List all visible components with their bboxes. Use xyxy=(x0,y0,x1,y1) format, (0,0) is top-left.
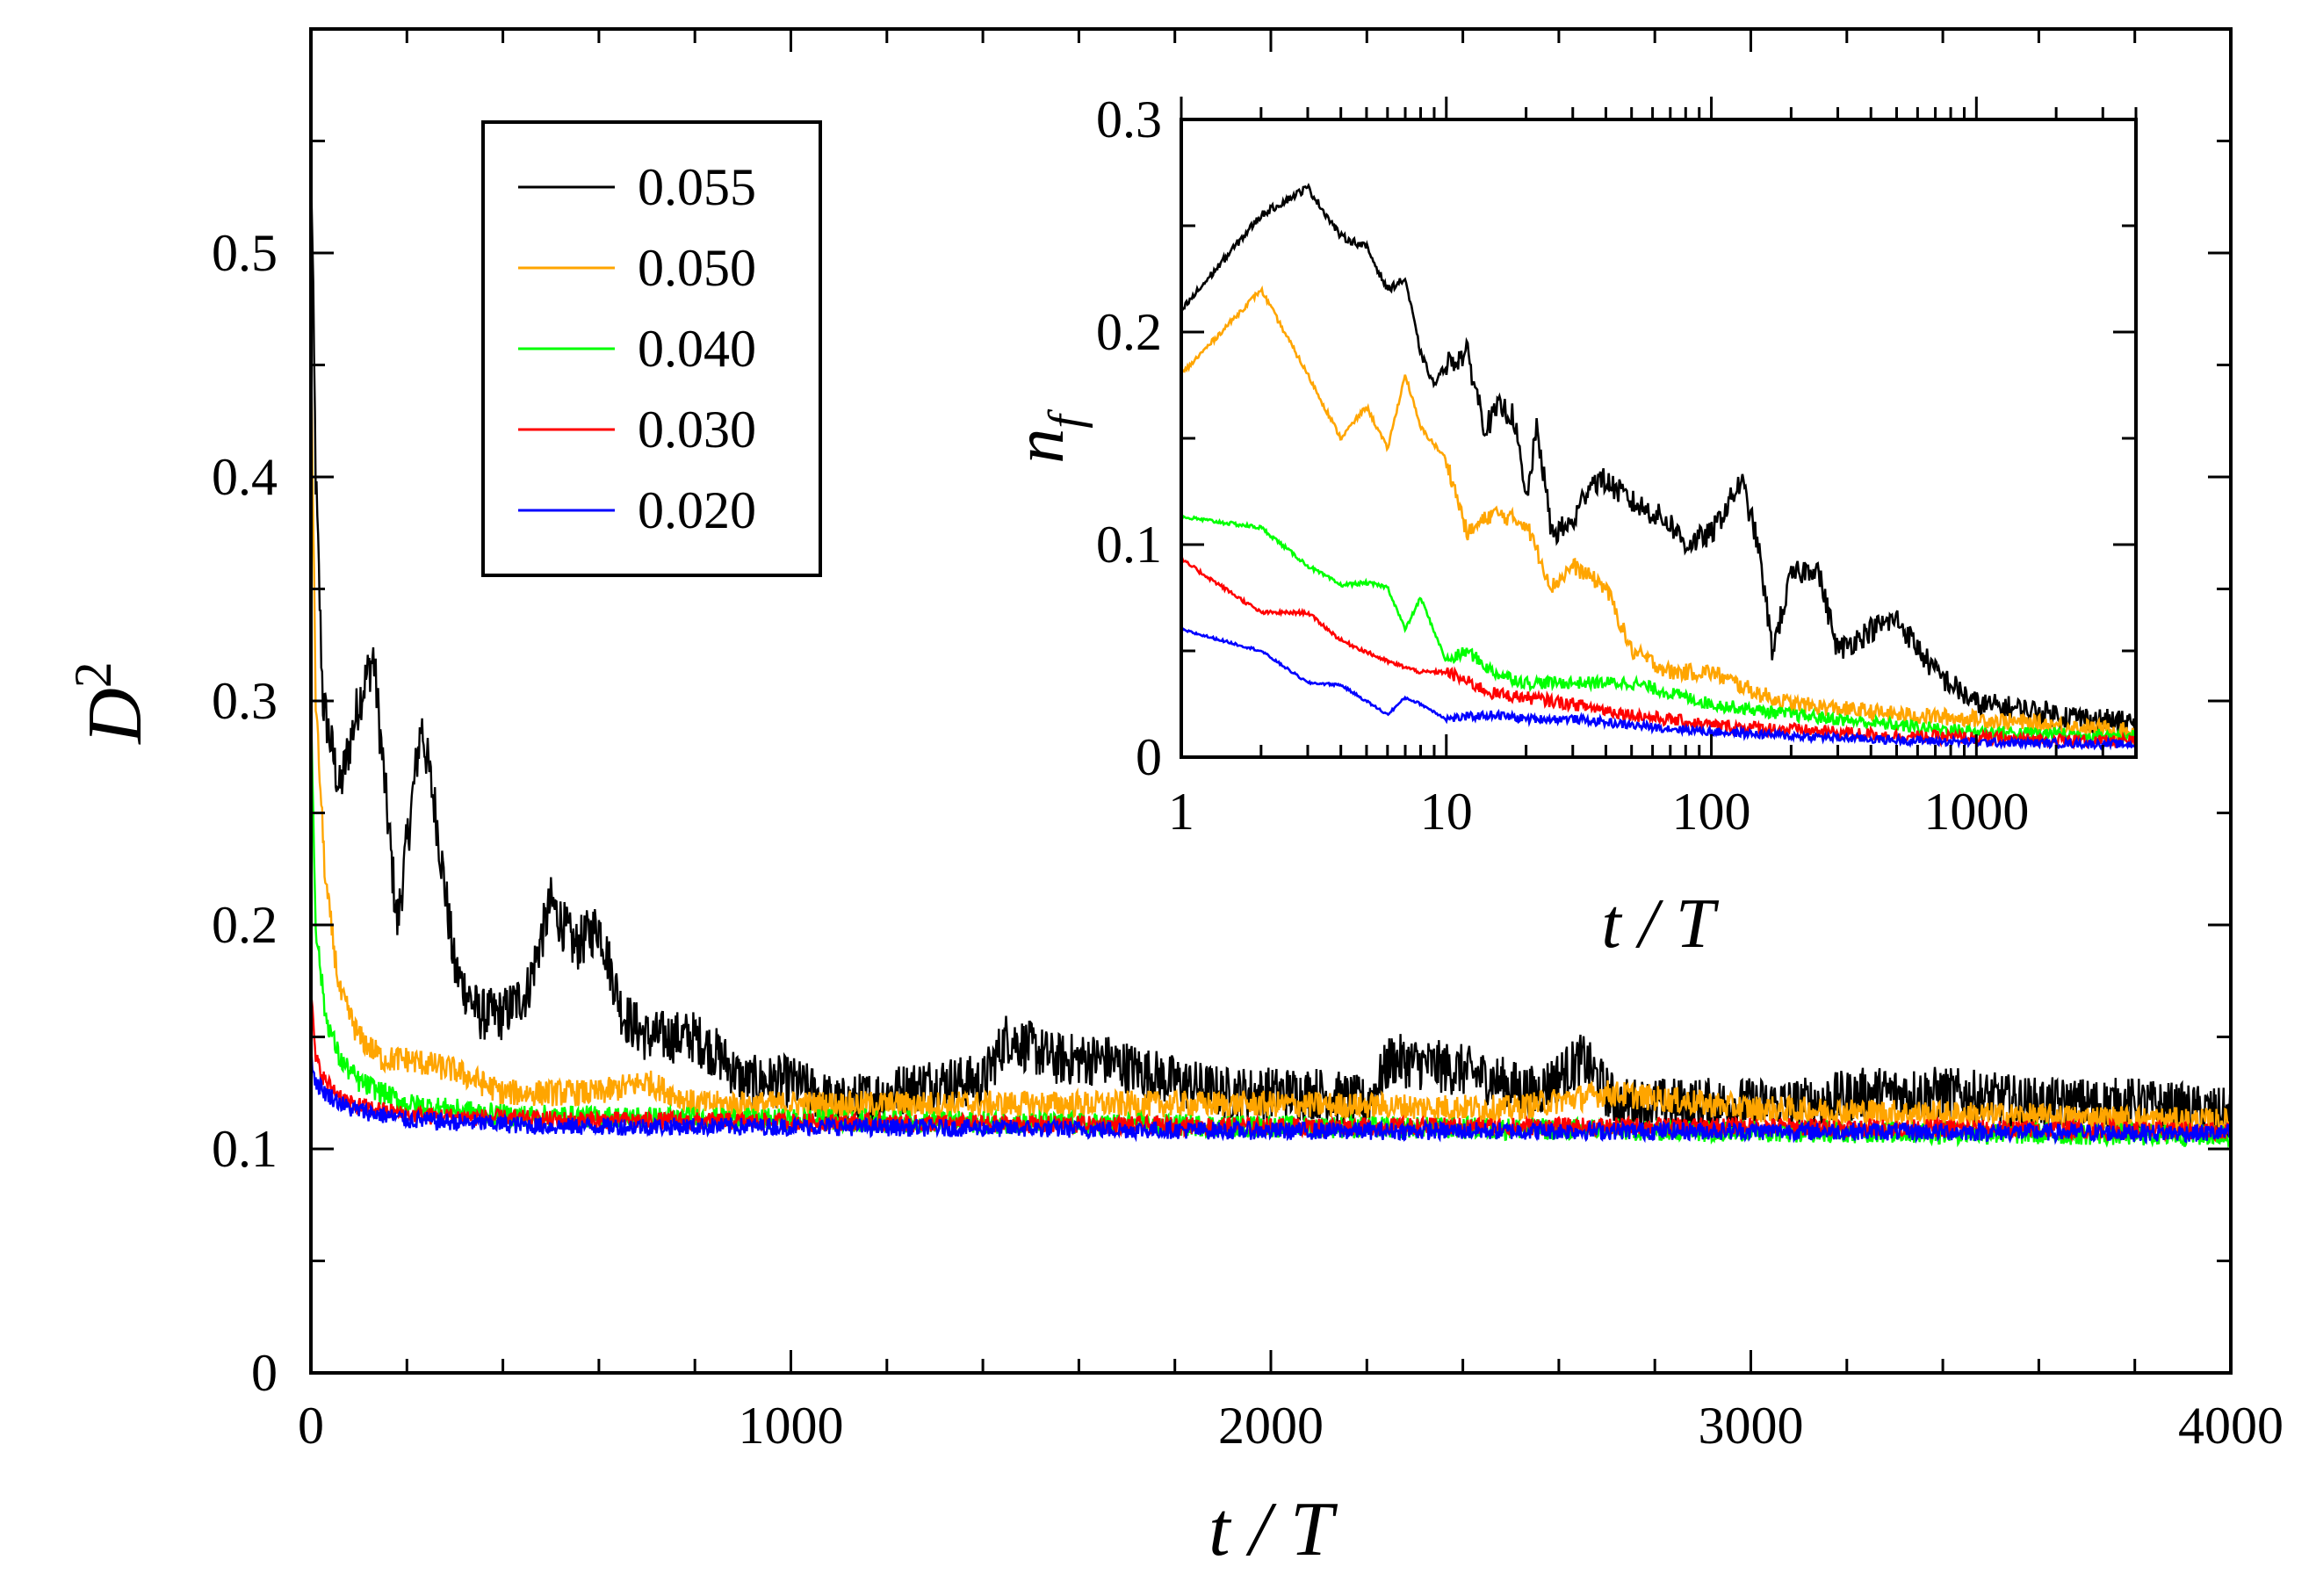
inset-series-line-0.050 xyxy=(1180,285,2138,742)
inset-x-tick-labels: 1 10 100 1000 xyxy=(1168,783,2029,841)
main-series-group xyxy=(309,132,2233,1149)
main-x-tick-label: 3000 xyxy=(1699,1397,1804,1455)
legend: 0.055 0.050 0.040 0.030 0.020 xyxy=(481,120,822,577)
main-y-axis-title-superscript: 2 xyxy=(64,661,122,688)
main-y-tick-label: 0.5 xyxy=(212,224,278,282)
main-series-line-0.020 xyxy=(309,1056,2233,1145)
main-x-tick-label: 0 xyxy=(298,1397,324,1455)
main-x-tick-label: 1000 xyxy=(739,1397,844,1455)
main-x-tick-labels: 0 1000 2000 3000 4000 xyxy=(298,1397,2284,1455)
main-series-line-0.055 xyxy=(309,132,2233,1138)
legend-label-0.030: 0.030 xyxy=(638,401,756,459)
inset-x-tick-label: 1 xyxy=(1168,783,1194,841)
inset-y-tick-label: 0.2 xyxy=(1096,303,1162,361)
legend-entries: 0.055 0.050 0.040 0.030 0.020 xyxy=(518,158,756,539)
inset-y-tick-label: 0 xyxy=(1136,728,1162,786)
main-y-axis-title: D2 xyxy=(64,661,158,745)
main-x-tick-label: 2000 xyxy=(1218,1397,1324,1455)
main-y-tick-label: 0.1 xyxy=(212,1120,278,1178)
main-y-tick-label: 0.4 xyxy=(212,448,278,506)
inset-series-line-0.055 xyxy=(1180,182,2138,739)
inset-x-axis-title: t / T xyxy=(1602,885,1720,963)
main-plot: 0 1000 2000 3000 4000 00.10.20.30.40.5 t / T… xyxy=(64,27,2284,1572)
main-x-axis-title: t / T xyxy=(1209,1487,1338,1572)
inset-y-tick-labels: 0 0.1 0.2 0.3 xyxy=(1096,90,1162,786)
inset-x-tick-label: 1000 xyxy=(1923,783,2029,841)
main-x-tick-label: 4000 xyxy=(2178,1397,2284,1455)
main-y-tick-label: 0.2 xyxy=(212,896,278,954)
main-y-tick-labels: 0 0.1 0.2 0.3 0.4 0.5 xyxy=(212,224,278,1402)
inset-series-line-0.040 xyxy=(1181,514,2138,747)
main-ticks xyxy=(309,27,2233,1375)
inset-ticks xyxy=(1180,97,2138,759)
inset-y-axis-title-base: n xyxy=(1001,429,1079,464)
legend-label-0.040: 0.040 xyxy=(638,320,756,378)
inset-y-tick-label: 0.1 xyxy=(1096,516,1162,574)
legend-label-0.020: 0.020 xyxy=(638,481,756,539)
main-y-tick-label: 0.3 xyxy=(212,672,278,730)
main-series-line-0.050 xyxy=(309,343,2233,1136)
inset-x-tick-label: 10 xyxy=(1420,783,1473,841)
main-y-tick-label: 0 xyxy=(251,1344,278,1402)
legend-label-0.055: 0.055 xyxy=(638,158,756,216)
inset-x-tick-label: 100 xyxy=(1672,783,1751,841)
inset-y-tick-label: 0.3 xyxy=(1096,90,1162,148)
inset-plot: 1 10 100 1000 00.10.20.3 t / T nf xyxy=(1001,90,2138,963)
main-y-axis-title-base: D xyxy=(73,688,158,745)
legend-label-0.050: 0.050 xyxy=(638,239,756,297)
